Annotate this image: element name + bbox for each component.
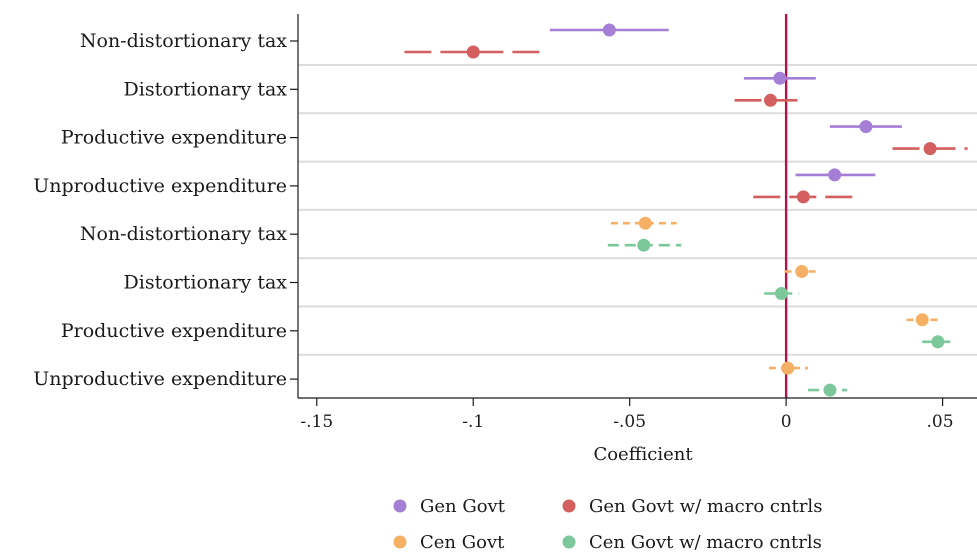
legend-marker xyxy=(393,535,407,549)
point-estimate xyxy=(774,287,788,300)
x-tick-label: -.15 xyxy=(300,412,333,432)
category-labels: Non-distortionary tax Distortionary tax Pr… xyxy=(33,30,287,390)
category-label: Productive expenditure xyxy=(61,320,287,342)
category-label: Non-distortionary tax xyxy=(80,30,287,52)
legend-item: Cen Govt xyxy=(393,532,505,553)
x-tick-label: -.1 xyxy=(462,412,484,432)
point-estimate xyxy=(915,313,929,327)
legend-item: Cen Govt w/ macro cntrls xyxy=(562,532,822,553)
legend: Gen Govt Gen Govt w/ macro cntrls Cen Govt… xyxy=(393,496,822,553)
category-label: Distortionary tax xyxy=(124,272,288,294)
category-label: Unproductive expenditure xyxy=(33,368,287,390)
point-estimate xyxy=(763,93,777,107)
point-estimate xyxy=(796,190,810,204)
grid-lines xyxy=(298,64,977,356)
point-estimate xyxy=(795,265,809,278)
point-estimate xyxy=(466,45,480,59)
legend-marker xyxy=(562,535,576,549)
category-label: Non-distortionary tax xyxy=(80,223,287,245)
legend-marker xyxy=(562,499,576,513)
point-estimate xyxy=(602,23,616,37)
legend-label: Cen Govt w/ macro cntrls xyxy=(589,532,822,553)
legend-label: Gen Govt w/ macro cntrls xyxy=(589,496,822,517)
axes: -.15 -.1 -.05 0 .05 xyxy=(290,14,977,432)
point-estimate xyxy=(823,383,837,397)
point-estimate xyxy=(931,335,945,349)
legend-item: Gen Govt xyxy=(393,496,506,517)
x-tick-label: .05 xyxy=(927,412,954,432)
category-label: Productive expenditure xyxy=(61,127,287,149)
legend-item: Gen Govt w/ macro cntrls xyxy=(562,496,822,517)
x-tick-label: 0 xyxy=(781,412,792,432)
x-tick-label: -.05 xyxy=(613,412,646,432)
point-estimate xyxy=(828,168,842,182)
point-estimate xyxy=(859,120,873,134)
point-estimate xyxy=(781,361,795,375)
point-estimate xyxy=(923,142,937,156)
category-label: Distortionary tax xyxy=(124,78,288,100)
point-estimate xyxy=(637,238,651,252)
point-estimates xyxy=(466,23,945,397)
point-estimate xyxy=(773,71,787,85)
legend-marker xyxy=(393,499,407,513)
legend-label: Cen Govt xyxy=(420,532,505,553)
x-axis-title: Coefficient xyxy=(593,444,693,465)
legend-label: Gen Govt xyxy=(420,496,506,517)
category-label: Unproductive expenditure xyxy=(33,175,287,197)
point-estimate xyxy=(638,216,652,230)
